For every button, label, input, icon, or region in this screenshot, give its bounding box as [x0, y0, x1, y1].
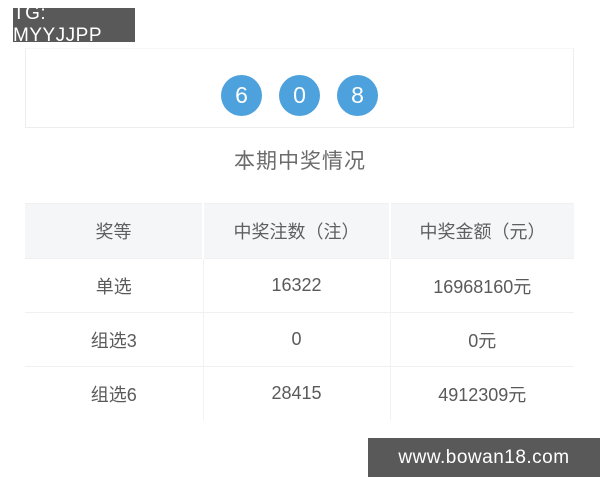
header-winning-amount: 中奖金额（元） — [389, 203, 574, 259]
table-row: 组选3 0 0元 — [25, 312, 574, 367]
draw-numbers-panel: 6 0 8 — [25, 48, 574, 128]
site-watermark-text: www.bowan18.com — [398, 446, 570, 468]
cell-prize-tier: 组选6 — [25, 366, 203, 420]
draw-number-ball-2: 0 — [279, 75, 320, 116]
section-title: 本期中奖情况 — [234, 150, 366, 173]
draw-number-ball-3: 8 — [337, 75, 378, 116]
cell-winning-amount: 4912309元 — [389, 366, 574, 420]
cell-winning-bets: 0 — [202, 312, 390, 367]
header-winning-bets: 中奖注数（注） — [202, 203, 390, 259]
prize-table-header-row: 奖等 中奖注数（注） 中奖金额（元） — [25, 203, 574, 259]
table-row: 单选 16322 16968160元 — [25, 258, 574, 313]
cell-prize-tier: 单选 — [25, 258, 203, 313]
table-row: 组选6 28415 4912309元 — [25, 366, 574, 420]
prize-table: 奖等 中奖注数（注） 中奖金额（元） 单选 16322 16968160元 组选… — [25, 203, 574, 420]
cell-winning-bets: 28415 — [202, 366, 390, 420]
cell-winning-amount: 0元 — [389, 312, 574, 367]
cell-winning-bets: 16322 — [202, 258, 390, 313]
tg-watermark-text: TG: MYYJJPP — [13, 3, 103, 46]
cell-prize-tier: 组选3 — [25, 312, 203, 367]
draw-number-ball-1: 6 — [221, 75, 262, 116]
tg-watermark-badge: TG: MYYJJPP — [13, 3, 135, 46]
site-watermark-badge: www.bowan18.com — [368, 438, 600, 477]
header-prize-tier: 奖等 — [25, 203, 203, 259]
cell-winning-amount: 16968160元 — [389, 258, 574, 313]
